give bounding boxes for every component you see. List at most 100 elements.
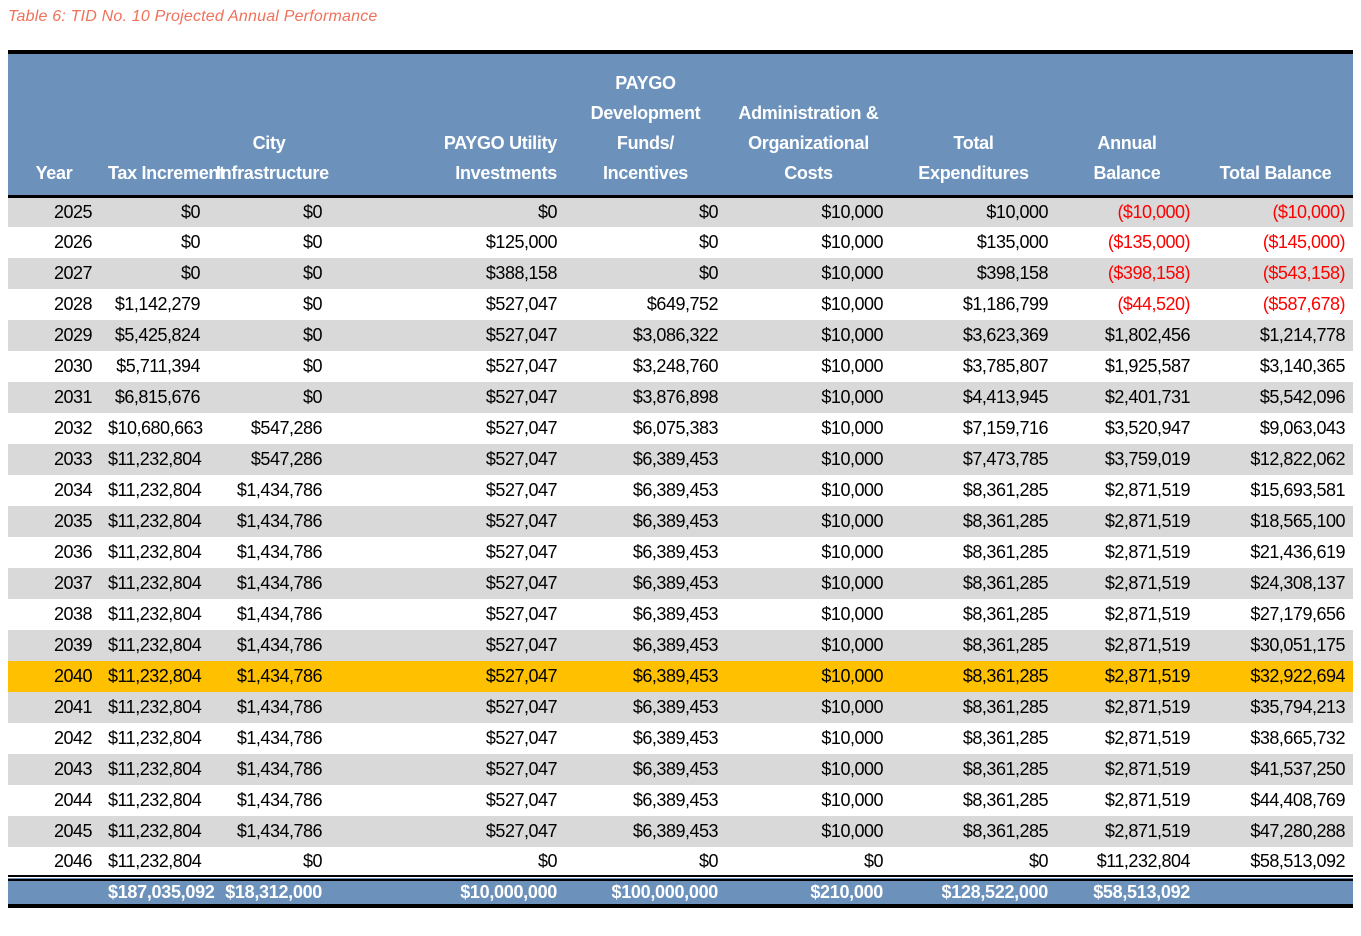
table-row-2036: 2036 $11,232,804 $1,434,786 $527,047 $6,389,…: [8, 537, 1353, 568]
cell-year: 2042: [53, 728, 93, 748]
cell-administration-organizational-costs: $10,000: [821, 356, 883, 376]
column-header-administration-organizational-costs: Administration & Organizational Costs: [726, 50, 891, 198]
cell-city-infrastructure: $1,434,786: [236, 511, 323, 531]
cell-year: 2025: [53, 201, 93, 222]
column-header-line: Total: [953, 132, 994, 153]
cell-total-expenditures: $8,361,285: [962, 542, 1049, 562]
cell-total-balance: $3,140,365: [1259, 356, 1346, 376]
cell-administration-organizational-costs: $10,000: [821, 263, 883, 283]
cell-paygo-development-funds-incentives: $6,389,453: [632, 697, 719, 717]
cell-city-infrastructure: $547,286: [250, 418, 323, 438]
column-header-paygo-utility-investments: PAYGO Utility Investments: [330, 50, 565, 198]
table-caption: Table 6: TID No. 10 Projected Annual Per…: [8, 8, 378, 25]
cell-annual-balance: $2,871,519: [1104, 728, 1191, 748]
cell-annual-balance: $2,871,519: [1104, 821, 1191, 841]
cell-paygo-utility-investments: $527,047: [485, 666, 558, 686]
total-city-infrastructure: $18,312,000: [208, 875, 330, 908]
cell-tax-increment: $5,711,394: [116, 356, 200, 376]
cell-administration-organizational-costs: $10,000: [821, 387, 883, 407]
cell-administration-organizational-costs: $10,000: [821, 697, 883, 717]
cell-paygo-development-funds-incentives: $6,389,453: [632, 790, 719, 810]
cell-city-infrastructure: $0: [302, 263, 323, 283]
document-page: Table 6: TID No. 10 Projected Annual Per…: [0, 8, 1361, 908]
column-header-line: Expenditures: [918, 162, 1029, 183]
cell-annual-balance: $2,401,731: [1104, 387, 1191, 407]
cell-administration-organizational-costs: $10,000: [821, 480, 883, 500]
cell-tax-increment: $11,232,804: [108, 635, 202, 655]
cell-paygo-development-funds-incentives: $6,389,453: [632, 759, 719, 779]
cell-year: 2030: [53, 356, 93, 376]
cell-annual-balance: $2,871,519: [1104, 480, 1191, 500]
cell-administration-organizational-costs: $10,000: [821, 573, 883, 593]
cell-total-balance: $32,922,694: [1250, 666, 1345, 686]
table-row-2025: 2025 $0 $0 $0 $0 $10,000 $10,000 ($10,000) ($10,…: [8, 196, 1353, 227]
cell-city-infrastructure: $0: [302, 294, 323, 314]
cell-paygo-development-funds-incentives: $6,389,453: [632, 511, 719, 531]
cell-year: 2029: [53, 325, 93, 345]
total-total-balance: [1198, 875, 1353, 908]
cell-paygo-utility-investments: $527,047: [485, 573, 558, 593]
cell-paygo-utility-investments: $0: [537, 201, 558, 222]
cell-city-infrastructure: $0: [302, 232, 323, 252]
cell-paygo-development-funds-incentives: $6,389,453: [632, 604, 719, 624]
cell-tax-increment: $11,232,804: [108, 790, 202, 810]
cell-paygo-development-funds-incentives: $3,876,898: [632, 387, 719, 407]
cell-total-expenditures: $8,361,285: [962, 604, 1049, 624]
cell-total-expenditures: $3,623,369: [962, 325, 1049, 345]
cell-paygo-utility-investments: $527,047: [485, 325, 558, 345]
cell-annual-balance: $2,871,519: [1104, 542, 1191, 562]
cell-paygo-utility-investments: $527,047: [485, 728, 558, 748]
table-row-2038: 2038 $11,232,804 $1,434,786 $527,047 $6,389,…: [8, 599, 1353, 630]
total-total-expenditures: $128,522,000: [891, 875, 1056, 908]
table-row-2043: 2043 $11,232,804 $1,434,786 $527,047 $6,389,…: [8, 754, 1353, 785]
cell-year: 2045: [53, 821, 93, 841]
column-header-line: Year: [35, 162, 73, 183]
cell-city-infrastructure: $0: [302, 356, 323, 376]
cell-tax-increment: $11,232,804: [108, 759, 202, 779]
cell-tax-increment: $11,232,804: [108, 604, 202, 624]
cell-tax-increment: $11,232,804: [108, 666, 202, 686]
cell-paygo-utility-investments: $527,047: [485, 821, 558, 841]
cell-total-expenditures: $8,361,285: [962, 573, 1049, 593]
table-row-2040: 2040 $11,232,804 $1,434,786 $527,047 $6,389,…: [8, 661, 1353, 692]
cell-year: 2046: [53, 850, 93, 871]
cell-year: 2031: [53, 387, 93, 407]
column-header-line: PAYGO Utility: [443, 132, 557, 153]
cell-year: 2044: [53, 790, 93, 810]
cell-paygo-development-funds-incentives: $0: [698, 201, 719, 222]
cell-administration-organizational-costs: $10,000: [821, 325, 883, 345]
cell-paygo-utility-investments: $527,047: [485, 356, 558, 376]
table-row-2029: 2029 $5,425,824 $0 $527,047 $3,086,322 $10,00…: [8, 320, 1353, 351]
table-row-2035: 2035 $11,232,804 $1,434,786 $527,047 $6,389,…: [8, 506, 1353, 537]
cell-annual-balance: ($44,520): [1117, 294, 1190, 314]
cell-administration-organizational-costs: $10,000: [821, 449, 883, 469]
cell-tax-increment: $11,232,804: [108, 728, 202, 748]
cell-total-balance: $38,665,732: [1250, 728, 1345, 748]
cell-total-expenditures: $8,361,285: [962, 821, 1049, 841]
cell-year: 2039: [53, 635, 93, 655]
total-paygo-utility-investments: $10,000,000: [330, 875, 565, 908]
cell-total-balance: $21,436,619: [1250, 542, 1345, 562]
cell-year: 2033: [53, 449, 93, 469]
cell-total-balance: $12,822,062: [1250, 449, 1345, 469]
table-row-2027: 2027 $0 $0 $388,158 $0 $10,000 $398,158 ($398,1…: [8, 258, 1353, 289]
cell-city-infrastructure: $1,434,786: [236, 821, 323, 841]
cell-total-expenditures: $8,361,285: [962, 480, 1049, 500]
cell-paygo-utility-investments: $125,000: [485, 232, 558, 252]
table-row-2034: 2034 $11,232,804 $1,434,786 $527,047 $6,389,…: [8, 475, 1353, 506]
column-header-line: Organizational: [748, 132, 869, 153]
table-row-2039: 2039 $11,232,804 $1,434,786 $527,047 $6,389,…: [8, 630, 1353, 661]
cell-paygo-development-funds-incentives: $6,075,383: [632, 418, 719, 438]
cell-city-infrastructure: $0: [302, 201, 323, 222]
cell-total-expenditures: $8,361,285: [962, 759, 1049, 779]
cell-total-balance: ($145,000): [1262, 232, 1346, 252]
cell-paygo-development-funds-incentives: $6,389,453: [632, 573, 719, 593]
cell-paygo-development-funds-incentives: $3,086,322: [632, 325, 719, 345]
column-header-year: Year: [8, 50, 100, 198]
cell-paygo-development-funds-incentives: $6,389,453: [632, 480, 719, 500]
cell-paygo-utility-investments: $527,047: [485, 480, 558, 500]
cell-administration-organizational-costs: $10,000: [821, 728, 883, 748]
cell-annual-balance: ($398,158): [1107, 263, 1191, 283]
column-header-line: Annual: [1097, 132, 1157, 153]
column-header-line: PAYGO: [615, 72, 676, 93]
